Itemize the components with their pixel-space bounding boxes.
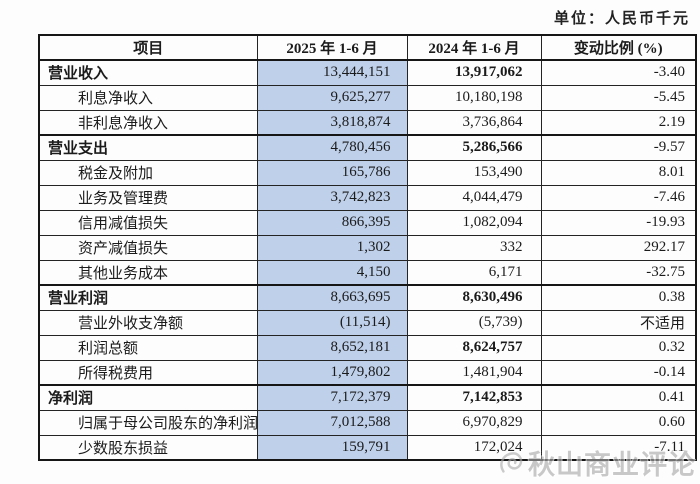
value-2025: 7,012,588 xyxy=(256,409,408,436)
header-row: 项目 2025 年 1-6 月 2024 年 1-6 月 变动比例 (%) xyxy=(38,34,697,61)
table-row: 其他业务成本 4,150 6,171 -32.75 xyxy=(38,259,697,286)
value-2024: (5,739) xyxy=(406,309,542,336)
table-row: 净利润 7,172,379 7,142,853 0.41 xyxy=(38,384,697,411)
table-header: 项目 2025 年 1-6 月 2024 年 1-6 月 变动比例 (%) xyxy=(38,34,697,61)
change-pct: -3.40 xyxy=(540,59,697,86)
value-2024: 8,624,757 xyxy=(406,334,542,361)
change-pct: 0.38 xyxy=(540,284,697,311)
value-2025: 3,742,823 xyxy=(256,184,408,211)
value-2024: 1,481,904 xyxy=(406,359,542,386)
value-2025: 9,625,277 xyxy=(256,84,408,111)
value-2024: 5,286,566 xyxy=(406,134,542,161)
table-row: 非利息净收入 3,818,874 3,736,864 2.19 xyxy=(38,109,697,136)
change-pct: 0.60 xyxy=(540,409,697,436)
item-label: 少数股东损益 xyxy=(38,434,258,461)
value-2024: 1,082,094 xyxy=(406,209,542,236)
change-pct: -32.75 xyxy=(540,259,697,286)
item-label: 营业收入 xyxy=(38,59,258,86)
change-pct: 8.01 xyxy=(540,159,697,186)
value-2024: 3,736,864 xyxy=(406,109,542,136)
item-label: 信用减值损失 xyxy=(38,209,258,236)
change-pct: 不适用 xyxy=(540,309,697,336)
change-pct: 2.19 xyxy=(540,109,697,136)
item-label: 其他业务成本 xyxy=(38,259,258,286)
table-row: 税金及附加 165,786 153,490 8.01 xyxy=(38,159,697,186)
table-row: 所得税费用 1,479,802 1,481,904 -0.14 xyxy=(38,359,697,386)
change-pct: -9.57 xyxy=(540,134,697,161)
table-row: 归属于母公司股东的净利润 7,012,588 6,970,829 0.60 xyxy=(38,409,697,436)
value-2024: 13,917,062 xyxy=(406,59,542,86)
change-pct: 292.17 xyxy=(540,234,697,261)
table-row: 营业利润 8,663,695 8,630,496 0.38 xyxy=(38,284,697,311)
header-change-pct: 变动比例 (%) xyxy=(540,34,697,61)
value-2024: 6,171 xyxy=(406,259,542,286)
value-2024: 7,142,853 xyxy=(406,384,542,411)
change-pct: 0.32 xyxy=(540,334,697,361)
value-2025: 866,395 xyxy=(256,209,408,236)
change-pct: -7.46 xyxy=(540,184,697,211)
value-2024: 10,180,198 xyxy=(406,84,542,111)
value-2025: 1,479,802 xyxy=(256,359,408,386)
value-2025: 13,444,151 xyxy=(256,59,408,86)
value-2025: 8,663,695 xyxy=(256,284,408,311)
table-row: 资产减值损失 1,302 332 292.17 xyxy=(38,234,697,261)
value-2025: (11,514) xyxy=(256,309,408,336)
table-row: 信用减值损失 866,395 1,082,094 -19.93 xyxy=(38,209,697,236)
item-label: 非利息净收入 xyxy=(38,109,258,136)
change-pct: -5.45 xyxy=(540,84,697,111)
value-2024: 8,630,496 xyxy=(406,284,542,311)
table-row: 利润总额 8,652,181 8,624,757 0.32 xyxy=(38,334,697,361)
table-row: 少数股东损益 159,791 172,024 -7.11 xyxy=(38,434,697,461)
item-label: 营业利润 xyxy=(38,284,258,311)
value-2025: 3,818,874 xyxy=(256,109,408,136)
table-body: 营业收入 13,444,151 13,917,062 -3.40 利息净收入 9,625,… xyxy=(38,59,697,461)
income-statement-table: 项目 2025 年 1-6 月 2024 年 1-6 月 变动比例 (%) 营业… xyxy=(38,34,697,461)
value-2025: 7,172,379 xyxy=(256,384,408,411)
item-label: 归属于母公司股东的净利润 xyxy=(38,409,258,436)
item-label: 利润总额 xyxy=(38,334,258,361)
change-pct: -7.11 xyxy=(540,434,697,461)
header-period-2024: 2024 年 1-6 月 xyxy=(406,34,542,61)
value-2025: 159,791 xyxy=(256,434,408,461)
item-label: 营业外收支净额 xyxy=(38,309,258,336)
table-row: 营业外收支净额 (11,514) (5,739) 不适用 xyxy=(38,309,697,336)
change-pct: -19.93 xyxy=(540,209,697,236)
table-row: 营业支出 4,780,456 5,286,566 -9.57 xyxy=(38,134,697,161)
value-2025: 4,150 xyxy=(256,259,408,286)
value-2025: 4,780,456 xyxy=(256,134,408,161)
value-2024: 4,044,479 xyxy=(406,184,542,211)
value-2024: 153,490 xyxy=(406,159,542,186)
header-period-2025: 2025 年 1-6 月 xyxy=(256,34,408,61)
value-2025: 8,652,181 xyxy=(256,334,408,361)
change-pct: -0.14 xyxy=(540,359,697,386)
value-2024: 172,024 xyxy=(406,434,542,461)
value-2024: 332 xyxy=(406,234,542,261)
item-label: 营业支出 xyxy=(38,134,258,161)
item-label: 净利润 xyxy=(38,384,258,411)
unit-note: 单位：人民币千元 xyxy=(553,10,690,27)
change-pct: 0.41 xyxy=(540,384,697,411)
item-label: 税金及附加 xyxy=(38,159,258,186)
item-label: 利息净收入 xyxy=(38,84,258,111)
table-row: 业务及管理费 3,742,823 4,044,479 -7.46 xyxy=(38,184,697,211)
value-2025: 1,302 xyxy=(256,234,408,261)
item-label: 资产减值损失 xyxy=(38,234,258,261)
table-row: 营业收入 13,444,151 13,917,062 -3.40 xyxy=(38,59,697,86)
item-label: 所得税费用 xyxy=(38,359,258,386)
table-row: 利息净收入 9,625,277 10,180,198 -5.45 xyxy=(38,84,697,111)
item-label: 业务及管理费 xyxy=(38,184,258,211)
header-item: 项目 xyxy=(38,34,258,61)
value-2024: 6,970,829 xyxy=(406,409,542,436)
value-2025: 165,786 xyxy=(256,159,408,186)
